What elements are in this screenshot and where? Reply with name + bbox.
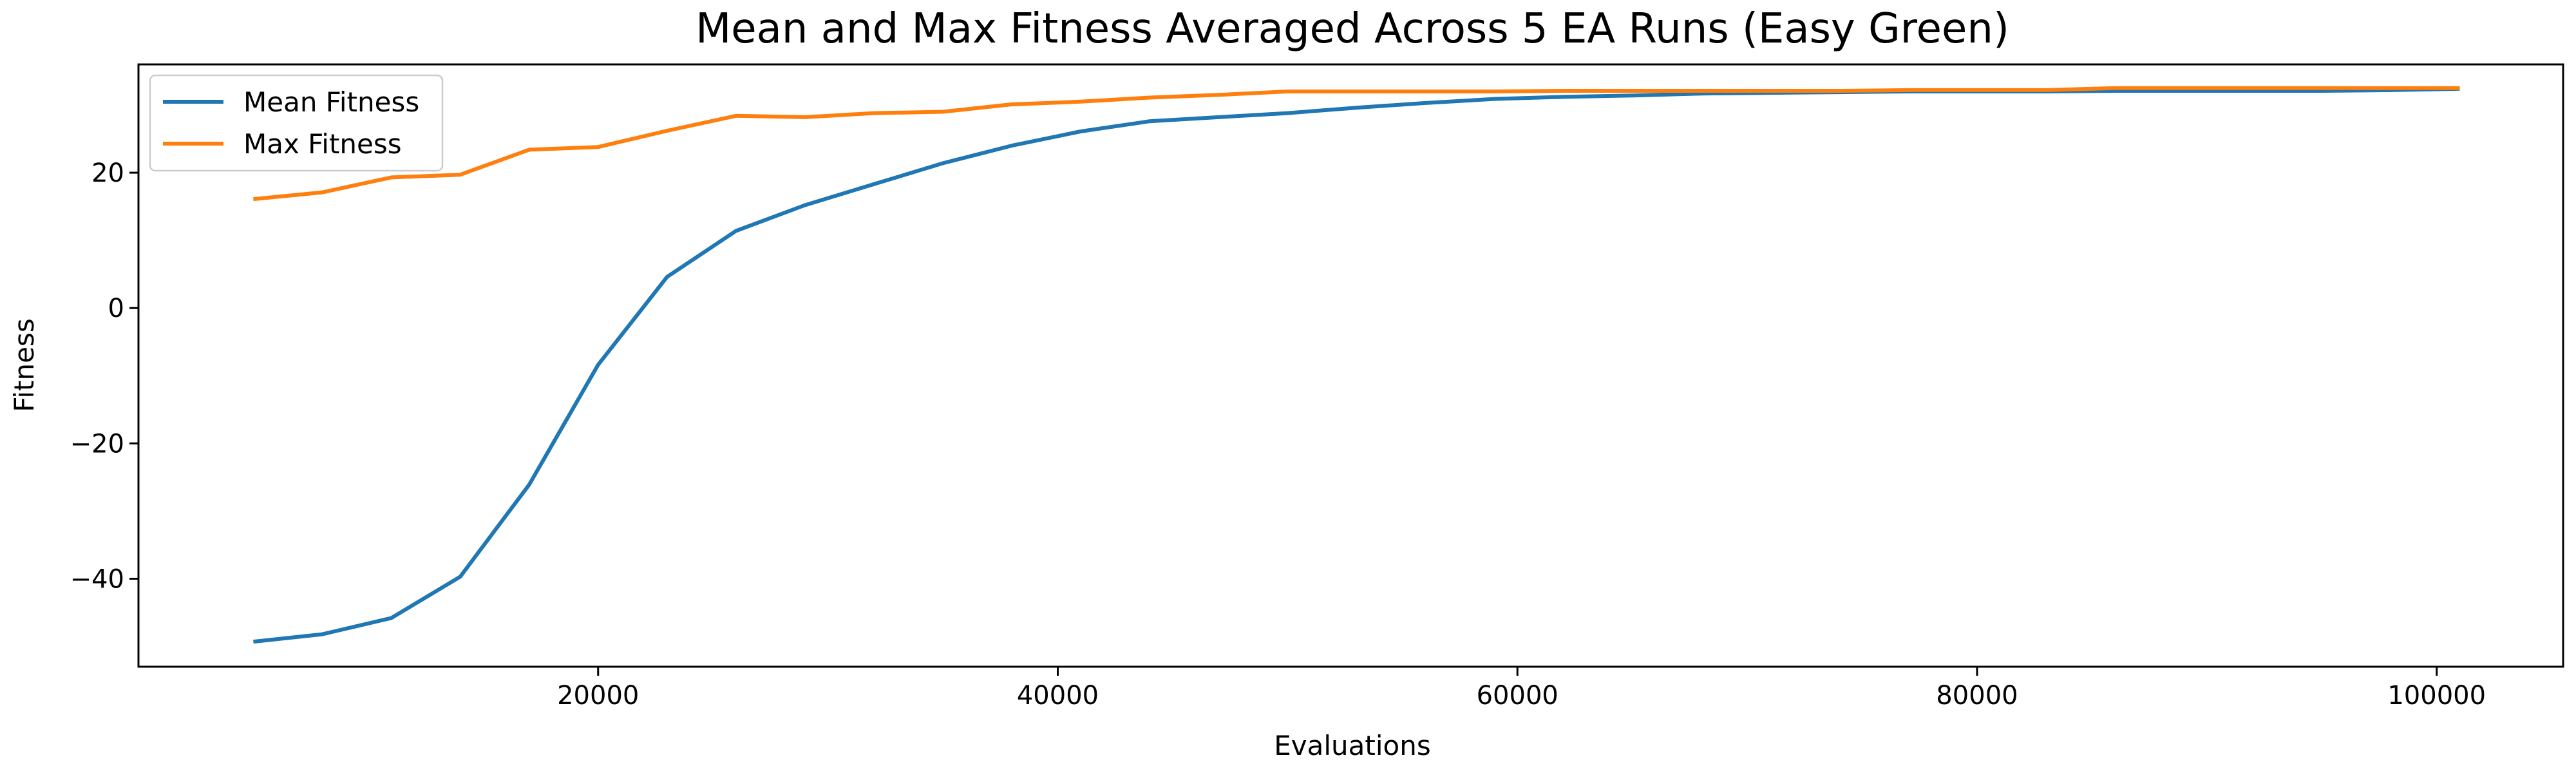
series-line-mean-fitness [253, 86, 2460, 644]
x-tick-label: 20000 [557, 681, 639, 711]
y-tick-label: 20 [91, 158, 124, 188]
legend-box [149, 74, 444, 172]
x-tick-label: 80000 [1936, 681, 2018, 711]
y-tick-label: 0 [108, 294, 124, 323]
legend-label: Mean Fitness [243, 86, 419, 118]
x-tick-label: 40000 [1017, 681, 1099, 711]
x-axis: 20000 40000 60000 80000 100000 [557, 667, 2486, 711]
x-axis-title: Evaluations [1274, 730, 1431, 761]
y-axis: −40 −20 0 20 [70, 158, 138, 594]
x-tick-label: 100000 [2387, 681, 2486, 711]
chart-title: Mean and Max Fitness Averaged Across 5 E… [696, 5, 2009, 53]
legend: Mean Fitness Max Fitness [149, 74, 444, 172]
plot-area [253, 86, 2460, 644]
y-tick-label: −20 [70, 429, 124, 459]
series-line-max-fitness [253, 86, 2460, 202]
y-axis-title: Fitness [8, 318, 40, 412]
plot-frame [137, 63, 2564, 668]
legend-label: Max Fitness [243, 128, 402, 160]
x-tick-label: 60000 [1477, 681, 1558, 711]
y-tick-label: −40 [70, 564, 124, 594]
